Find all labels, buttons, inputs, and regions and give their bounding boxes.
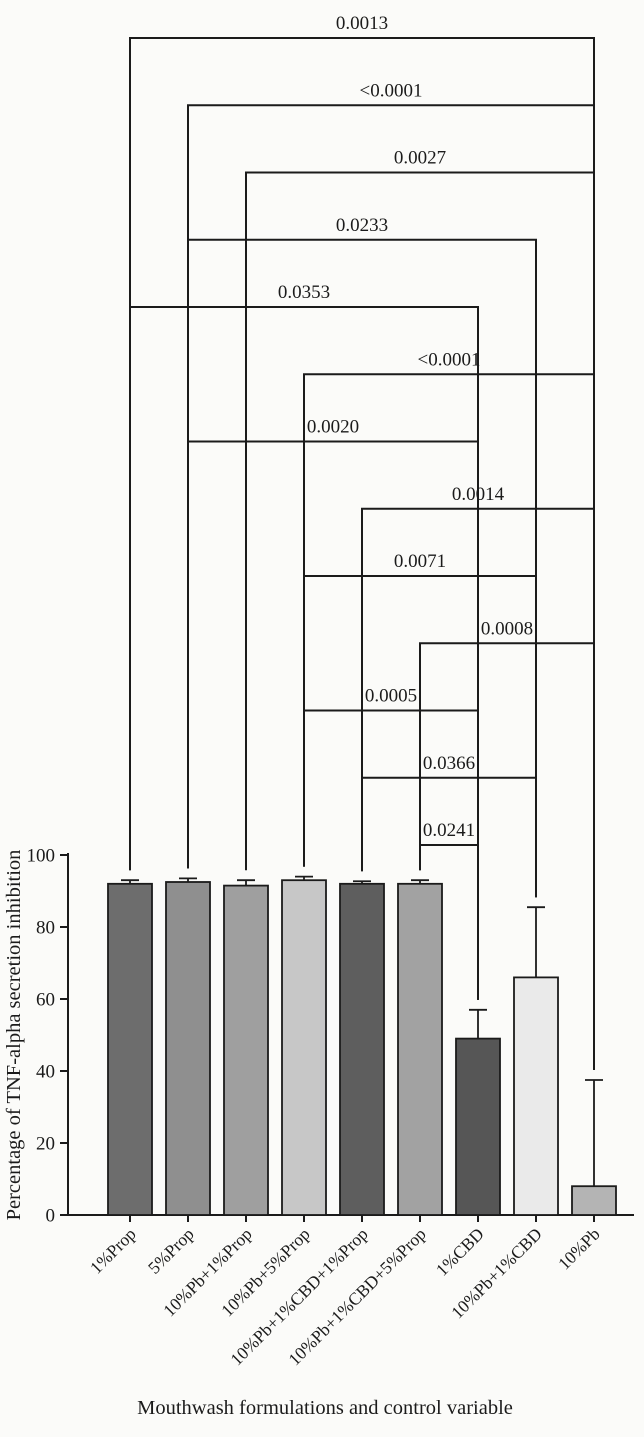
p-value-label: 0.0020	[307, 417, 359, 438]
p-value-label: 0.0366	[423, 753, 475, 774]
p-value-label: 0.0005	[365, 686, 417, 707]
p-value-label: 0.0233	[336, 215, 388, 236]
y-tick-label: 0	[46, 1206, 56, 1227]
p-value-label: 0.0027	[394, 148, 446, 169]
significance-bracket	[419, 844, 479, 1000]
bar	[455, 1037, 501, 1216]
x-axis-title: Mouthwash formulations and control varia…	[137, 1397, 513, 1419]
bar	[571, 1185, 617, 1216]
p-value-label: 0.0014	[452, 484, 505, 505]
y-axis-title: Percentage of TNF-alpha secretion inhibi…	[3, 850, 25, 1221]
x-category-label: 1%Prop	[86, 1224, 140, 1278]
significance-bracket	[361, 776, 537, 898]
y-tick-label: 60	[36, 990, 55, 1011]
y-tick-label: 80	[36, 918, 55, 939]
bar	[165, 881, 211, 1216]
significance-bracket	[419, 642, 595, 1070]
bar	[513, 976, 559, 1216]
bar	[107, 882, 153, 1216]
bar	[223, 884, 269, 1216]
p-value-label: 0.0353	[278, 282, 330, 303]
p-value-label: 0.0008	[481, 618, 533, 639]
p-value-label: 0.0013	[336, 13, 388, 34]
y-tick-label: 40	[36, 1062, 55, 1083]
p-value-label: 0.0071	[394, 551, 446, 572]
bar	[281, 879, 327, 1216]
bar	[339, 882, 385, 1216]
bar	[397, 882, 443, 1216]
x-category-label: 5%Prop	[144, 1224, 198, 1278]
x-category-label: 1%CBD	[432, 1224, 488, 1280]
p-value-label: <0.0001	[418, 349, 481, 370]
x-category-label: 10%Pb	[554, 1224, 604, 1274]
y-tick-label: 100	[27, 846, 56, 867]
p-value-label: 0.0241	[423, 820, 475, 841]
p-value-label: <0.0001	[360, 80, 423, 101]
y-tick-label: 20	[36, 1134, 55, 1155]
